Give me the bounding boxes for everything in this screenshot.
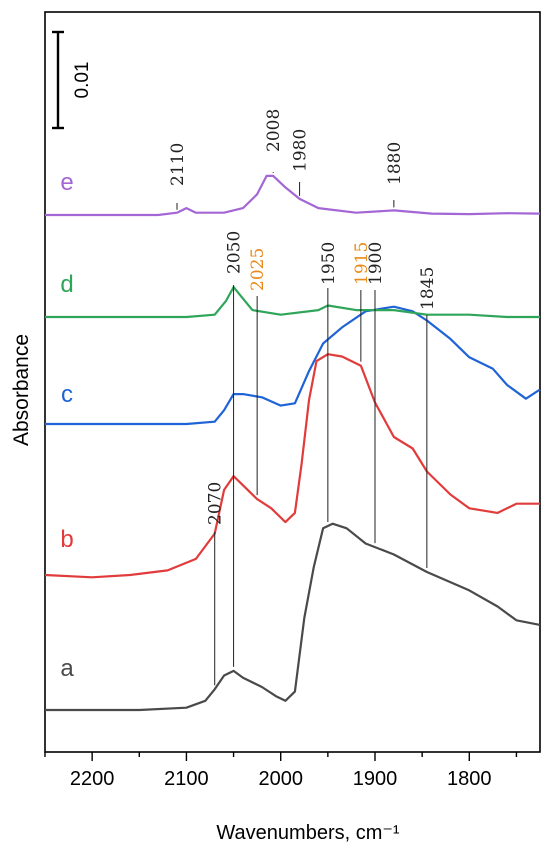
plot-frame: [44, 11, 541, 753]
x-tick-label: 2100: [164, 768, 209, 790]
scale-bar-label: 0.01: [72, 62, 93, 99]
annotation-label-1880: 1880: [385, 142, 405, 185]
annotation-label-1900: 1900: [366, 242, 386, 285]
series-label-c: c: [61, 381, 73, 408]
annotation-layer: 2110 2008 1980 1880 2070 2050 2025 1950 19151900…: [168, 109, 438, 686]
annotation-label-1980: 1980: [291, 129, 311, 172]
x-tick-label: 1900: [353, 768, 398, 790]
annotation-label-1845: 1845: [418, 267, 438, 310]
series-line-b: [44, 353, 540, 579]
series-line-d: [45, 286, 540, 319]
annotation-label-2050: 2050: [225, 231, 245, 274]
series-line-c: [45, 305, 541, 426]
x-tick-label: 2000: [258, 768, 303, 790]
series-label-b: b: [60, 526, 73, 553]
series-label-e: e: [60, 169, 73, 196]
annotation-label-2110: 2110: [168, 143, 188, 186]
x-tick-label: 1800: [447, 768, 492, 790]
annotation-label-2008: 2008: [264, 109, 284, 152]
series-label-d: d: [60, 271, 73, 298]
series-line-a: [45, 522, 541, 712]
y-axis-label: Absorbance: [10, 334, 33, 446]
series-line-e: [45, 174, 541, 217]
series-layer: a b c d e: [44, 169, 541, 712]
scale-bar: 0.01: [52, 30, 93, 130]
annotation-label-1950: 1950: [319, 242, 339, 285]
annotation-label-2025: 2025: [248, 248, 268, 291]
annotation-label-2070: 2070: [206, 482, 226, 525]
series-label-a: a: [60, 655, 74, 682]
x-axis: 2200 2100 2000 1900 1800: [44, 752, 518, 790]
x-tick-label: 2200: [70, 768, 115, 790]
annotation-label-1915: 1915: [352, 242, 372, 285]
x-axis-label: Wavenumbers, cm⁻¹: [216, 822, 400, 844]
